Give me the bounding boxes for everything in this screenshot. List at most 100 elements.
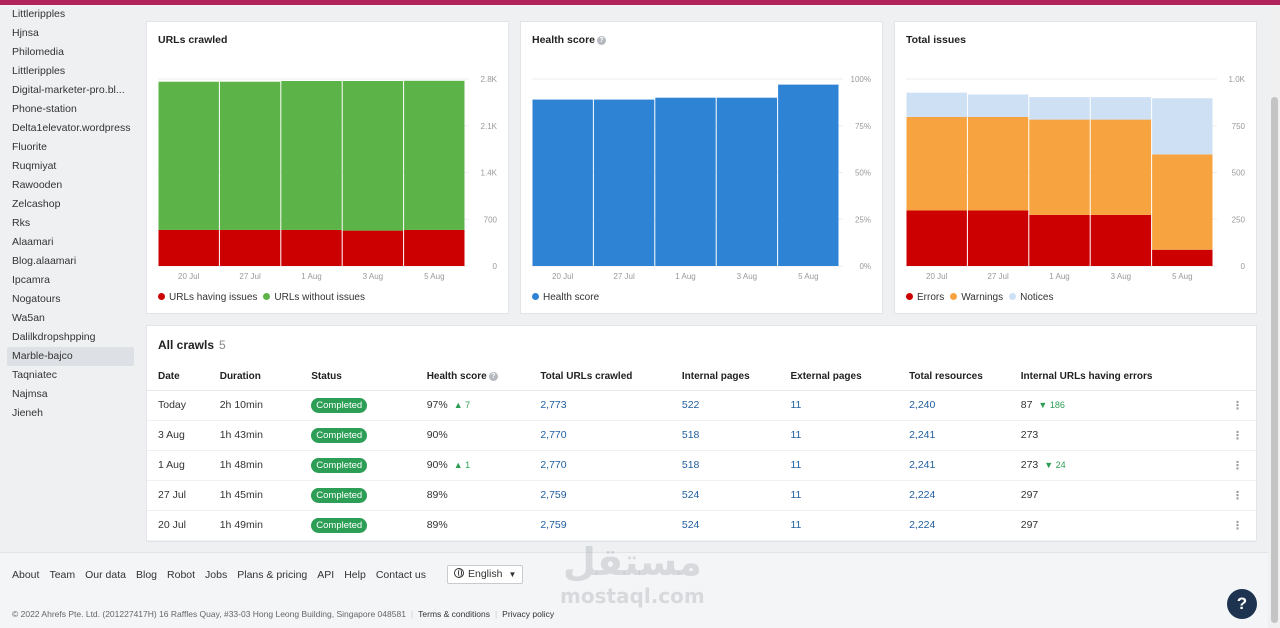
- bar-urls-having-issues[interactable]: [281, 229, 342, 266]
- bar-warnings[interactable]: [1152, 154, 1213, 250]
- bar-urls-without-issues[interactable]: [158, 81, 219, 230]
- bar-warnings[interactable]: [967, 116, 1029, 211]
- total-resources-link[interactable]: 2,240: [898, 390, 1010, 421]
- bar-notices[interactable]: [1090, 97, 1152, 120]
- bar-urls-without-issues[interactable]: [219, 81, 281, 230]
- sidebar-project-item[interactable]: Delta1elevator.wordpress: [12, 122, 131, 134]
- sidebar-project-item[interactable]: Najmsa: [12, 388, 48, 400]
- footer-link[interactable]: Robot: [167, 569, 196, 581]
- language-selector[interactable]: English ▼: [447, 565, 523, 584]
- footer-link[interactable]: Jobs: [205, 569, 228, 581]
- privacy-link[interactable]: Privacy policy: [502, 609, 555, 619]
- bar-health-score[interactable]: [532, 99, 593, 266]
- bar-urls-having-issues[interactable]: [219, 229, 281, 266]
- external-pages-link[interactable]: 11: [779, 510, 899, 541]
- bar-health-score[interactable]: [778, 84, 839, 266]
- kebab-menu-icon[interactable]: ⋮: [1220, 510, 1257, 541]
- footer-link[interactable]: Contact us: [375, 569, 427, 581]
- sidebar-project-item[interactable]: Rawooden: [12, 179, 63, 191]
- bar-urls-having-issues[interactable]: [342, 230, 404, 266]
- total-resources-link[interactable]: 2,224: [898, 510, 1010, 541]
- kebab-menu-icon[interactable]: ⋮: [1220, 450, 1257, 481]
- bar-warnings[interactable]: [1090, 119, 1152, 215]
- bar-notices[interactable]: [1029, 97, 1090, 120]
- bar-health-score[interactable]: [593, 99, 655, 266]
- question-circle-icon[interactable]: ?: [488, 372, 498, 382]
- column-header[interactable]: Duration: [208, 364, 301, 391]
- legend-item[interactable]: Warnings: [950, 292, 1003, 303]
- sidebar-project-item[interactable]: Alaamari: [12, 236, 54, 248]
- sidebar-project-item[interactable]: Marble-bajco: [7, 347, 134, 366]
- bar-urls-without-issues[interactable]: [281, 81, 342, 230]
- bar-notices[interactable]: [906, 92, 967, 117]
- sidebar-project-item[interactable]: Littleripples: [12, 65, 66, 77]
- bar-urls-having-issues[interactable]: [158, 229, 219, 266]
- bar-urls-without-issues[interactable]: [404, 80, 465, 230]
- total-urls-link[interactable]: 2,759: [529, 480, 671, 511]
- sidebar-project-item[interactable]: Philomedia: [12, 46, 64, 58]
- bar-urls-having-issues[interactable]: [404, 229, 465, 266]
- sidebar-project-item[interactable]: Nogatours: [12, 293, 61, 305]
- bar-errors[interactable]: [906, 210, 967, 266]
- kebab-menu-icon[interactable]: ⋮: [1220, 390, 1257, 421]
- bar-errors[interactable]: [1090, 214, 1152, 266]
- total-urls-link[interactable]: 2,770: [529, 450, 671, 481]
- sidebar-project-item[interactable]: Blog.alaamari: [12, 255, 77, 267]
- footer-link[interactable]: About: [12, 569, 40, 581]
- footer-link[interactable]: API: [317, 569, 335, 581]
- legend-item[interactable]: Errors: [906, 292, 944, 303]
- internal-pages-link[interactable]: 524: [670, 480, 780, 511]
- sidebar-project-item[interactable]: Wa5an: [12, 312, 45, 324]
- sidebar-project-item[interactable]: Hjnsa: [12, 27, 39, 39]
- question-circle-icon[interactable]: ?: [597, 36, 607, 45]
- legend-item[interactable]: URLs having issues: [158, 292, 257, 303]
- column-header[interactable]: External pages: [779, 364, 899, 391]
- external-pages-link[interactable]: 11: [779, 390, 899, 421]
- total-urls-link[interactable]: 2,759: [529, 510, 671, 541]
- sidebar-project-item[interactable]: Phone-station: [12, 103, 77, 115]
- page-scrollbar[interactable]: [1268, 5, 1280, 628]
- sidebar-project-item[interactable]: Ruqmiyat: [12, 160, 57, 172]
- footer-link[interactable]: Blog: [136, 569, 158, 581]
- sidebar-project-item[interactable]: Dalilkdropshpping: [12, 331, 96, 343]
- help-button[interactable]: ?: [1227, 589, 1257, 619]
- table-row[interactable]: 27 Jul 1h 45min Completed 89% 2,759 524 11 2,22…: [147, 480, 1257, 511]
- sidebar-project-item[interactable]: Fluorite: [12, 141, 48, 153]
- bar-errors[interactable]: [967, 210, 1029, 266]
- sidebar-project-item[interactable]: Taqniatec: [12, 369, 57, 381]
- column-header[interactable]: Health score?: [415, 364, 530, 391]
- column-header[interactable]: Internal pages: [670, 364, 780, 391]
- bar-warnings[interactable]: [1029, 119, 1090, 215]
- footer-link[interactable]: Help: [344, 569, 366, 581]
- sidebar-project-item[interactable]: Rks: [12, 217, 31, 229]
- footer-link[interactable]: Team: [49, 569, 76, 581]
- bar-urls-without-issues[interactable]: [342, 81, 404, 231]
- table-row[interactable]: 3 Aug 1h 43min Completed 90% 2,770 518 11 2,241…: [147, 420, 1257, 451]
- column-header[interactable]: Total resources: [898, 364, 1010, 391]
- internal-pages-link[interactable]: 524: [670, 510, 780, 541]
- column-header[interactable]: Total URLs crawled: [529, 364, 671, 391]
- legend-item[interactable]: Notices: [1009, 292, 1053, 303]
- table-row[interactable]: 1 Aug 1h 48min Completed 90% ▲ 1 2,770 518 11 2,…: [147, 450, 1257, 481]
- bar-errors[interactable]: [1029, 214, 1090, 266]
- total-urls-link[interactable]: 2,773: [529, 390, 671, 421]
- footer-link[interactable]: Plans & pricing: [237, 569, 308, 581]
- internal-pages-link[interactable]: 522: [670, 390, 780, 421]
- external-pages-link[interactable]: 11: [779, 480, 899, 511]
- total-resources-link[interactable]: 2,241: [898, 420, 1010, 451]
- column-header[interactable]: Internal URLs having errors: [1009, 364, 1221, 391]
- footer-link[interactable]: Our data: [85, 569, 126, 581]
- internal-pages-link[interactable]: 518: [670, 450, 780, 481]
- legend-item[interactable]: URLs without issues: [263, 292, 365, 303]
- kebab-menu-icon[interactable]: ⋮: [1220, 480, 1257, 511]
- column-header[interactable]: Date: [147, 364, 209, 391]
- external-pages-link[interactable]: 11: [779, 420, 899, 451]
- internal-pages-link[interactable]: 518: [670, 420, 780, 451]
- column-header[interactable]: Status: [300, 364, 416, 391]
- kebab-menu-icon[interactable]: ⋮: [1220, 420, 1257, 451]
- total-resources-link[interactable]: 2,224: [898, 480, 1010, 511]
- sidebar-project-item[interactable]: Jieneh: [12, 407, 43, 419]
- table-row[interactable]: 20 Jul 1h 49min Completed 89% 2,759 524 11 2,22…: [147, 510, 1257, 541]
- bar-errors[interactable]: [1152, 249, 1213, 266]
- sidebar-project-item[interactable]: Ipcamra: [12, 274, 50, 286]
